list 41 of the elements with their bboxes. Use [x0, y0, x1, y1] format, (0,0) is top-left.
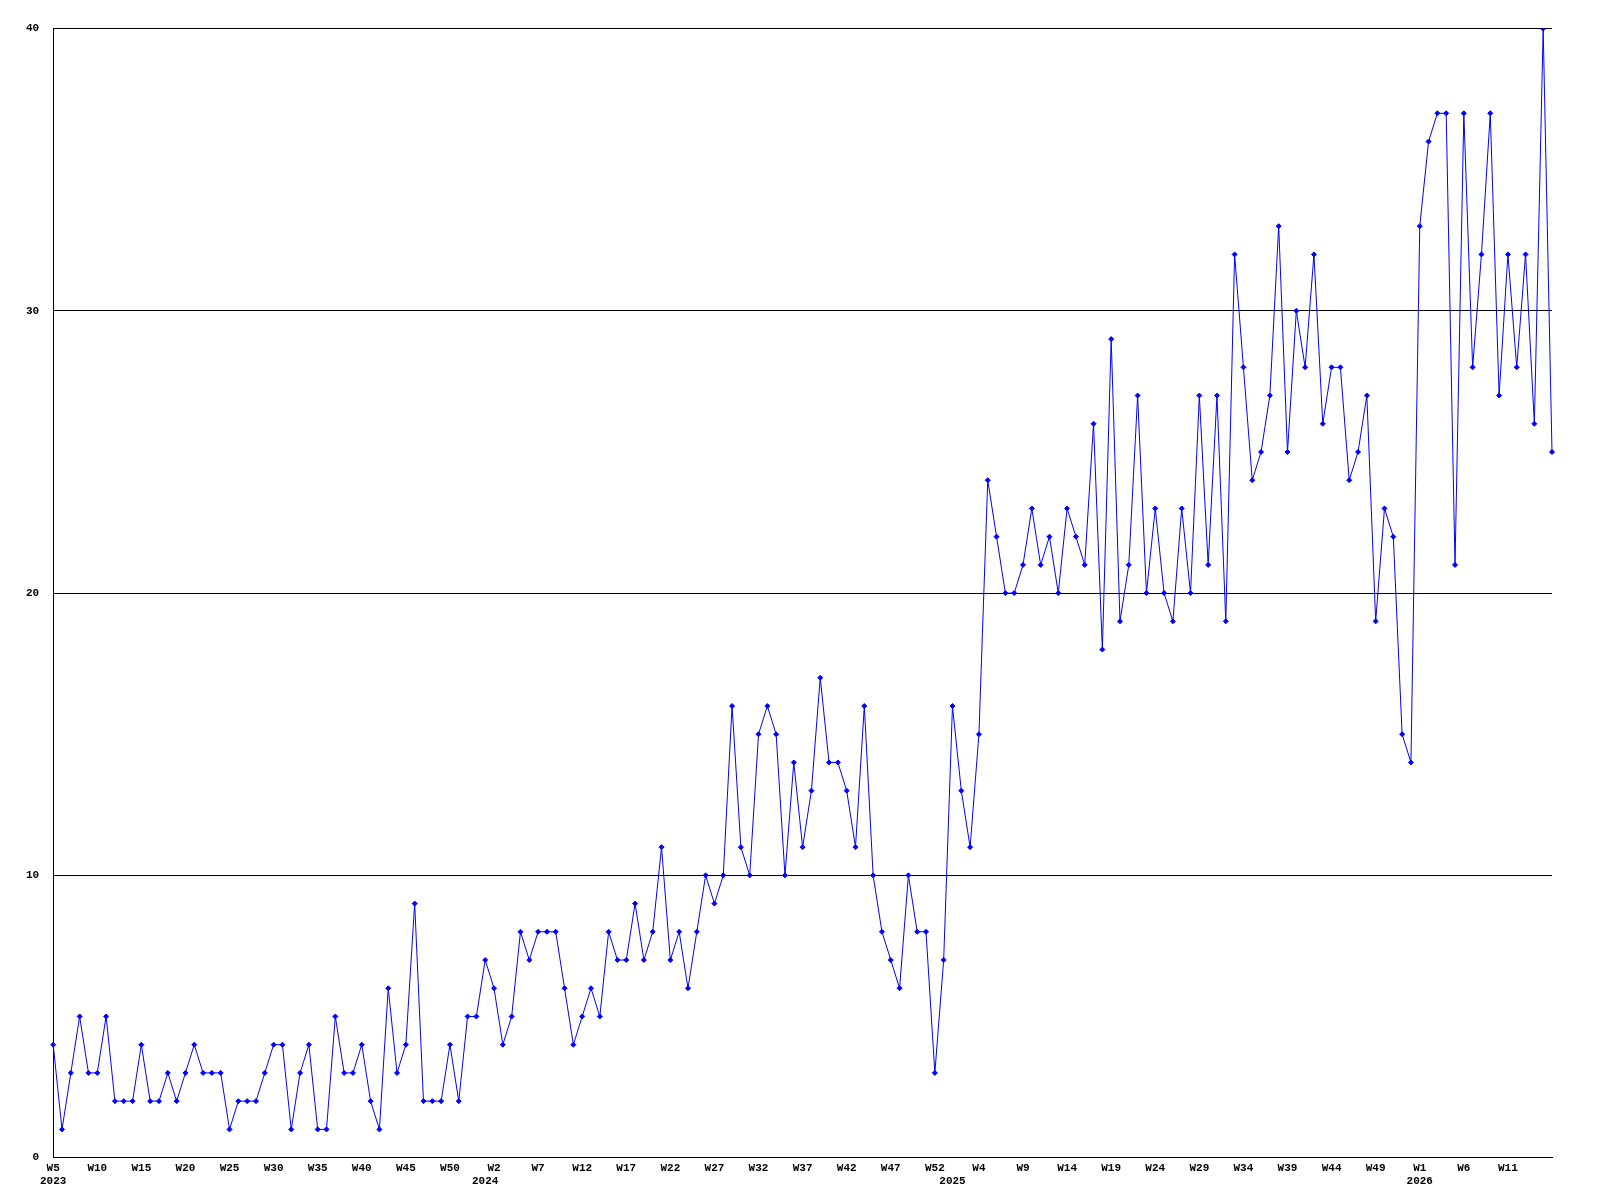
x-tick-label: W49 — [1365, 1161, 1386, 1174]
x-tick-label: W12 — [572, 1161, 593, 1174]
x-tick-label: W17 — [616, 1161, 637, 1174]
x-tick-label: W2 — [487, 1161, 501, 1174]
y-tick-label: 20 — [26, 586, 40, 599]
x-tick-label: W37 — [792, 1161, 813, 1174]
x-tick-label: 2024 — [472, 1175, 499, 1188]
y-tick-label: 10 — [26, 869, 40, 882]
y-tick-label: 0 — [32, 1151, 40, 1164]
x-tick-label: 2025 — [939, 1175, 967, 1188]
x-tick-label: W42 — [836, 1161, 857, 1174]
x-tick-label: W4 — [972, 1161, 986, 1174]
x-tick-label: W11 — [1498, 1161, 1519, 1174]
x-tick-label: W27 — [704, 1161, 725, 1174]
y-tick-label: 30 — [26, 304, 40, 317]
x-tick-label: W15 — [131, 1161, 152, 1174]
x-tick-label: W34 — [1233, 1161, 1254, 1174]
x-tick-label: W47 — [880, 1161, 901, 1174]
x-tick-label: W24 — [1145, 1161, 1166, 1174]
x-tick-label: W45 — [395, 1161, 417, 1174]
x-tick-label: W19 — [1101, 1161, 1122, 1174]
x-tick-label: W50 — [440, 1161, 460, 1174]
x-tick-label: W10 — [87, 1161, 108, 1174]
x-tick-label: W40 — [351, 1161, 372, 1174]
x-tick-label: W25 — [219, 1161, 240, 1174]
x-tick-label: W35 — [307, 1161, 328, 1174]
x-tick-label: W1 2026 — [1406, 1161, 1433, 1188]
x-tick-label: W39 — [1277, 1161, 1298, 1174]
x-tick-label: W29 — [1189, 1161, 1210, 1174]
x-tick-label: W5 2023 — [40, 1161, 67, 1188]
x-tick-label: W20 — [175, 1161, 196, 1174]
y-tick-label: 40 — [26, 22, 40, 35]
x-tick-label: W9 — [1016, 1161, 1030, 1174]
x-tick-label: W32 — [748, 1161, 769, 1174]
x-tick-label: W30 — [263, 1161, 284, 1174]
x-tick-label: W44 — [1321, 1161, 1342, 1174]
x-tick-label: W22 — [660, 1161, 681, 1174]
x-tick-label: W6 — [1457, 1161, 1471, 1174]
x-tick-label: W14 — [1057, 1161, 1078, 1174]
x-tick-label: W7 — [531, 1161, 545, 1174]
x-tick-label: W52 — [924, 1161, 945, 1174]
